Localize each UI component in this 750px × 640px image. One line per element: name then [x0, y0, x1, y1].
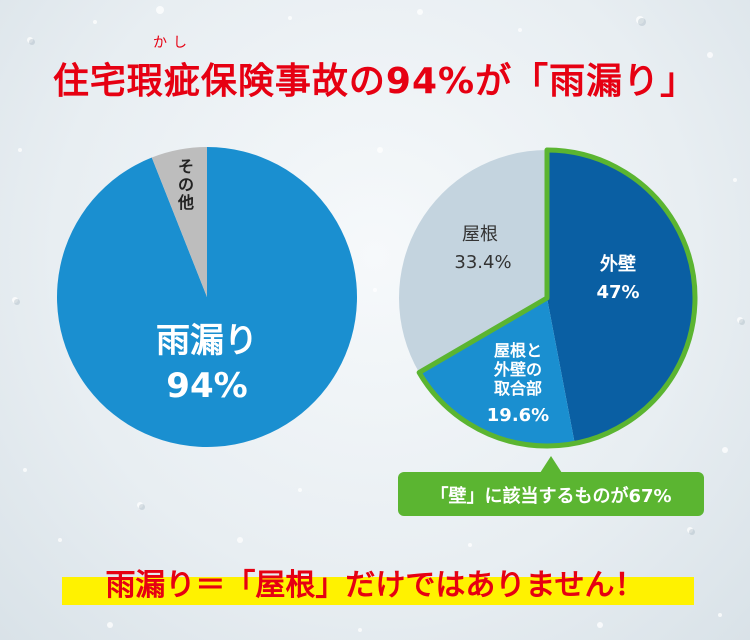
pie-value-roof: 33.4%	[454, 252, 511, 273]
callout-text: 「壁」に該当するものが67%	[430, 486, 672, 507]
pie-label-roof-wall-junction-line: 外壁の	[493, 360, 542, 379]
callout-arrow	[540, 456, 562, 473]
pie-slice-other	[151, 147, 207, 297]
wall-highlight-outline	[416, 147, 698, 449]
pie-slice-exterior-wall	[547, 150, 695, 444]
footer-message: 雨漏り＝「屋根」だけではありません！	[105, 568, 645, 603]
pie-label-other-char: 他	[177, 193, 194, 212]
pie-label-other-char: の	[178, 175, 194, 194]
footer-highlight	[62, 577, 694, 605]
pie-label-rain-leak: 雨漏り	[156, 321, 258, 361]
page-title: 住宅瑕疵保険事故の94%が「雨漏り」	[52, 61, 698, 102]
pie-value-exterior-wall: 47%	[596, 282, 639, 303]
pie-label-exterior-wall: 外壁	[600, 253, 636, 275]
callout-box	[398, 472, 704, 516]
pie-label-other-char: そ	[178, 157, 194, 176]
pie-value-rain-leak: 94%	[166, 366, 247, 406]
pie-value-roof-wall-junction: 19.6%	[487, 405, 549, 426]
pie-slice-roof-wall-junction	[419, 298, 575, 446]
pie-label-roof: 屋根	[462, 224, 498, 245]
pie-slice-rain-leak	[56, 147, 358, 448]
title-ruby: かし	[153, 35, 193, 51]
pie-label-roof-wall-junction-line: 取合部	[494, 379, 542, 398]
pie-label-roof-wall-junction-line: 屋根と	[494, 341, 542, 360]
